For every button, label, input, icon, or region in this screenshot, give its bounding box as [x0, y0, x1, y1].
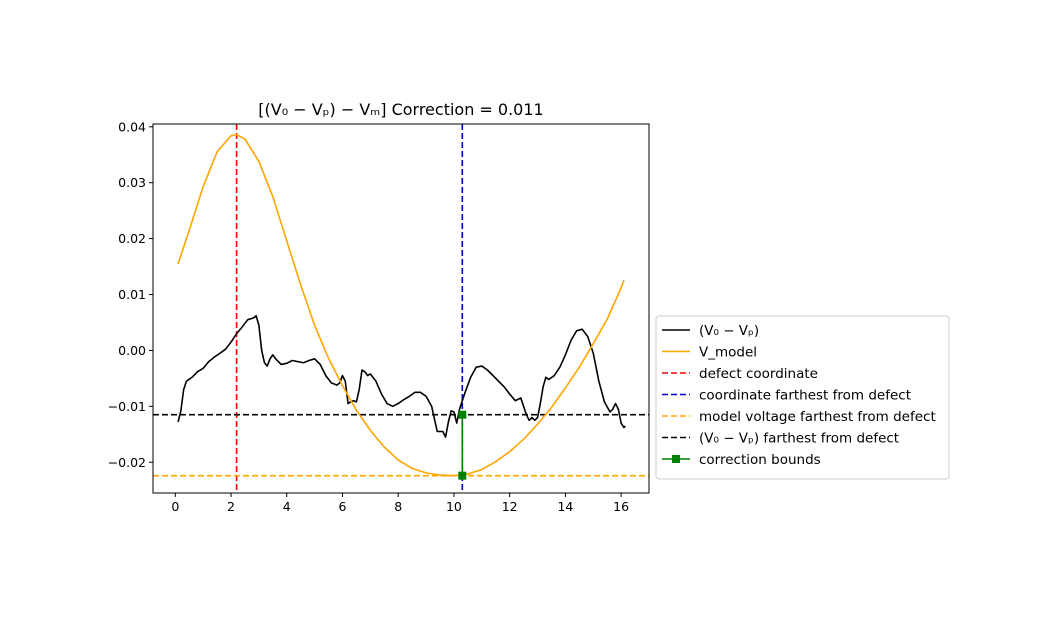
legend-marker	[672, 455, 680, 463]
x-tick-label: 4	[283, 499, 291, 514]
correction-bounds-layer	[458, 410, 467, 480]
y-tick-label: 0.00	[118, 343, 146, 358]
legend-entry: (V₀ − Vₚ)	[662, 323, 759, 339]
x-axis: 0 2 4 6 8 10 12 14 16	[171, 493, 629, 514]
y-tick-label: 0.04	[118, 119, 146, 134]
correction-bounds-marker	[458, 471, 467, 480]
x-tick-label: 14	[557, 499, 573, 514]
y-tick-label: 0.03	[118, 175, 146, 190]
x-tick-label: 10	[446, 499, 462, 514]
legend-label: coordinate farthest from defect	[699, 388, 911, 404]
x-tick-label: 6	[339, 499, 347, 514]
series-line-v0-vp	[177, 314, 626, 438]
legend-entry: defect coordinate	[662, 366, 818, 382]
legend-entry: coordinate farthest from defect	[662, 388, 911, 404]
series-layer	[177, 133, 626, 477]
x-tick-label: 2	[227, 499, 235, 514]
correction-bounds-marker	[458, 410, 467, 419]
legend-label: defect coordinate	[699, 366, 818, 382]
legend-entry: model voltage farthest from defect	[662, 409, 936, 425]
legend-entry: V_model	[662, 345, 757, 361]
x-tick-label: 0	[171, 499, 179, 514]
y-tick-label: 0.02	[118, 231, 146, 246]
legend-label: correction bounds	[699, 452, 821, 468]
legend-label: model voltage farthest from defect	[699, 409, 936, 425]
y-tick-label: −0.01	[108, 399, 146, 414]
y-axis: −0.02 −0.01 0.00 0.01 0.02 0.03 0.04	[108, 119, 153, 470]
x-tick-label: 8	[394, 499, 402, 514]
chart-title: [(V₀ − Vₚ) − Vₘ] Correction = 0.011	[258, 100, 543, 119]
plot-area	[153, 124, 649, 493]
x-tick-label: 16	[613, 499, 629, 514]
legend-label: (V₀ − Vₚ)	[699, 323, 759, 339]
legend-frame	[655, 315, 950, 480]
plot-frame	[152, 123, 650, 494]
series-line-v-model	[177, 133, 625, 477]
legend-label: V_model	[699, 345, 757, 361]
legend-label: (V₀ − Vₚ) farthest from defect	[699, 431, 899, 447]
legend-entry: correction bounds	[662, 452, 821, 468]
legend-entry: (V₀ − Vₚ) farthest from defect	[662, 431, 899, 447]
y-tick-label: 0.01	[118, 287, 146, 302]
x-tick-label: 12	[502, 499, 518, 514]
y-tick-label: −0.02	[108, 455, 146, 470]
